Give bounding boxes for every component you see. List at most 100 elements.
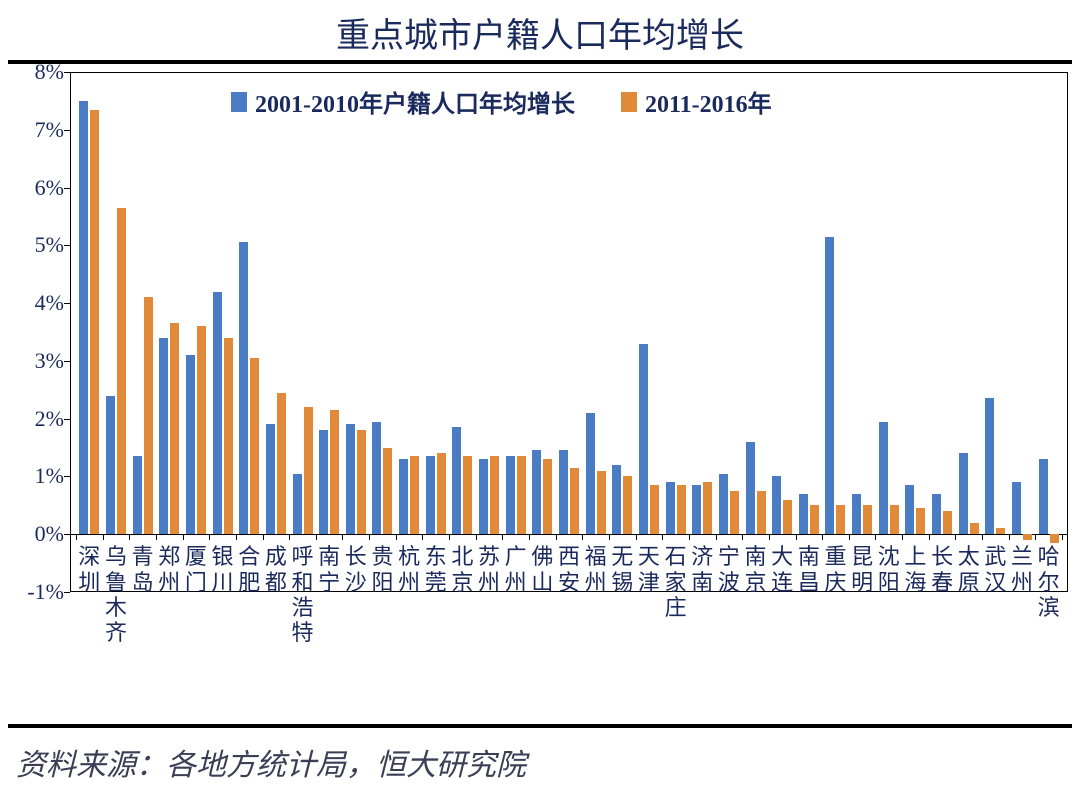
x-axis-category: 合 肥 [235, 544, 263, 595]
source-text: 资料来源：各地方统计局，恒大研究院 [16, 740, 526, 784]
x-axis-category: 大 连 [768, 544, 796, 595]
bar [239, 242, 248, 534]
x-axis-category: 福 州 [582, 544, 610, 595]
x-axis-category: 重 庆 [821, 544, 849, 595]
x-axis-category: 南 昌 [795, 544, 823, 595]
x-axis-category: 佛 山 [528, 544, 556, 595]
x-axis-category: 广 州 [502, 544, 530, 595]
chart-title: 重点城市户籍人口年均增长 [0, 8, 1080, 57]
y-axis-tick [64, 303, 70, 304]
bar [772, 476, 781, 534]
bar [372, 422, 381, 535]
plot-region: -1%0%1%2%3%4%5%6%7%8%深 圳乌 鲁 木 齐青 岛郑 州厦 门… [70, 72, 1068, 592]
bar [879, 422, 888, 535]
bar [905, 485, 914, 534]
x-axis-tick [769, 534, 770, 540]
x-axis-tick [156, 534, 157, 540]
x-axis-category: 济 南 [688, 544, 716, 595]
x-axis-category: 石 家 庄 [662, 544, 690, 620]
x-axis-category: 深 圳 [75, 544, 103, 595]
x-axis-tick [236, 534, 237, 540]
bar [863, 505, 872, 534]
bar [517, 456, 526, 534]
bar [144, 297, 153, 534]
x-axis-tick [982, 534, 983, 540]
legend-item: 2011-2016年 [621, 84, 772, 119]
x-axis-category: 南 京 [742, 544, 770, 595]
x-axis-tick [636, 534, 637, 540]
x-axis-category: 兰 州 [1008, 544, 1036, 595]
bar [277, 393, 286, 535]
x-axis-tick [209, 534, 210, 540]
x-axis-category: 宁 波 [715, 544, 743, 595]
x-axis-tick [449, 534, 450, 540]
x-axis-tick [103, 534, 104, 540]
bar [319, 430, 328, 534]
legend-swatch [621, 92, 637, 112]
legend-swatch [231, 92, 247, 112]
bar [612, 465, 621, 534]
bar [197, 326, 206, 534]
bar [304, 407, 313, 534]
x-axis-category: 厦 门 [182, 544, 210, 595]
legend: 2001-2010年户籍人口年均增长 2011-2016年 [225, 82, 778, 121]
x-axis-tick [742, 534, 743, 540]
legend-label: 2001-2010年户籍人口年均增长 [255, 84, 575, 119]
x-axis-tick [76, 534, 77, 540]
bar [479, 459, 488, 534]
bar [719, 474, 728, 535]
x-axis-tick [849, 534, 850, 540]
y-axis-tick [64, 476, 70, 477]
bar [117, 208, 126, 534]
bar [586, 413, 595, 534]
bar [959, 453, 968, 534]
bar [357, 430, 366, 534]
x-axis-category: 武 汉 [981, 544, 1009, 595]
x-axis-category: 沈 阳 [875, 544, 903, 595]
bar [426, 456, 435, 534]
bar [890, 505, 899, 534]
x-axis-tick [502, 534, 503, 540]
bar [170, 323, 179, 534]
bar [79, 101, 88, 534]
bar [1050, 534, 1059, 543]
bar [852, 494, 861, 534]
bar [346, 424, 355, 534]
bar [916, 508, 925, 534]
legend-label: 2011-2016年 [645, 84, 772, 119]
chart-container: 重点城市户籍人口年均增长 -1%0%1%2%3%4%5%6%7%8%深 圳乌 鲁… [0, 0, 1080, 810]
x-axis-category: 呼 和 浩 特 [289, 544, 317, 645]
x-axis-category: 昆 明 [848, 544, 876, 595]
x-axis-category: 天 津 [635, 544, 663, 595]
bar [159, 338, 168, 534]
x-axis-category: 郑 州 [155, 544, 183, 595]
x-axis-tick [796, 534, 797, 540]
bar [996, 528, 1005, 534]
x-axis-tick [902, 534, 903, 540]
bar [90, 110, 99, 535]
x-axis-tick [609, 534, 610, 540]
bar [399, 459, 408, 534]
x-axis-category: 东 莞 [422, 544, 450, 595]
x-axis-category: 北 京 [448, 544, 476, 595]
bar [186, 355, 195, 534]
bar [692, 485, 701, 534]
bar [985, 398, 994, 534]
x-axis-tick [396, 534, 397, 540]
x-axis-category: 哈 尔 滨 [1035, 544, 1063, 620]
bar [1039, 459, 1048, 534]
x-axis-category: 成 都 [262, 544, 290, 595]
x-axis-tick [875, 534, 876, 540]
x-axis-tick [582, 534, 583, 540]
x-axis-category: 贵 阳 [368, 544, 396, 595]
bar [650, 485, 659, 534]
zero-line [70, 534, 1068, 535]
bar [703, 482, 712, 534]
y-axis-tick [64, 72, 70, 73]
x-axis-category: 太 原 [955, 544, 983, 595]
x-axis-category: 长 春 [928, 544, 956, 595]
x-axis-category: 乌 鲁 木 齐 [102, 544, 130, 645]
y-axis-tick [64, 592, 70, 593]
y-axis-tick [64, 361, 70, 362]
y-axis-tick [64, 245, 70, 246]
